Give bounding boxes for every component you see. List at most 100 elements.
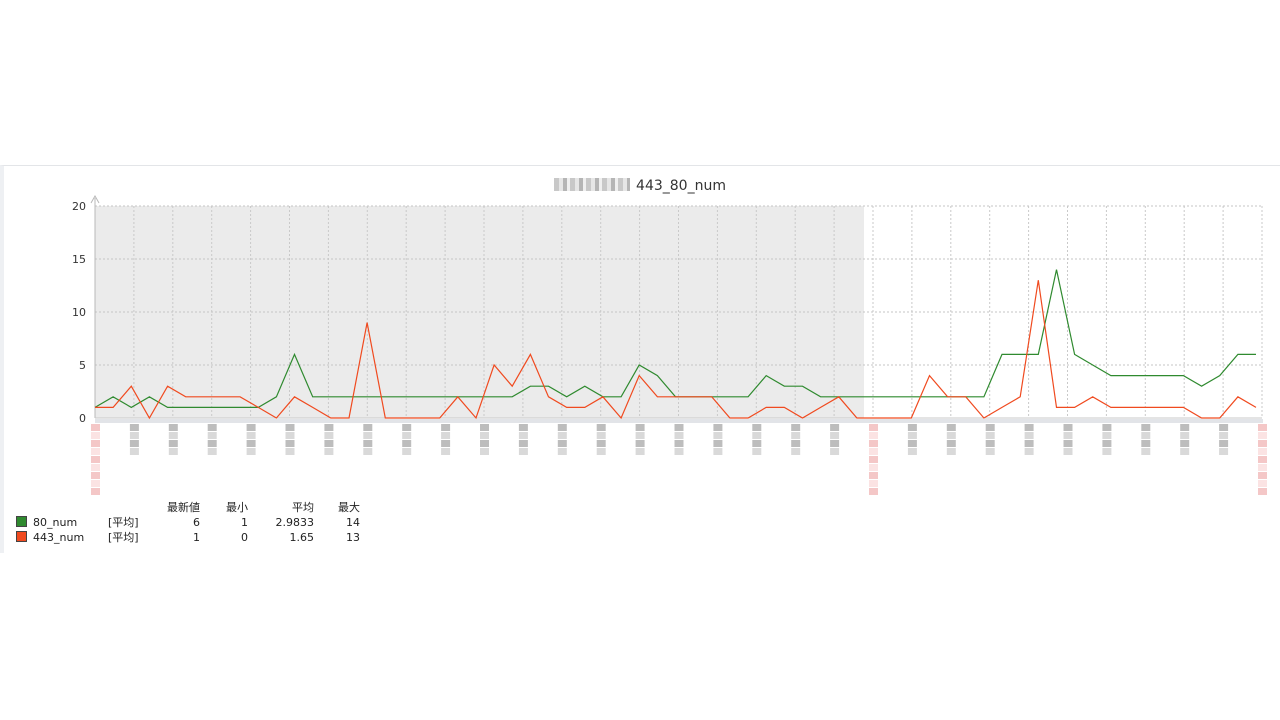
legend-header-max: 最大 xyxy=(338,501,360,514)
chart-title-text: 443_80_num xyxy=(636,178,726,194)
redacted-x-label-block xyxy=(207,440,217,447)
redacted-x-label-block xyxy=(830,448,840,455)
redacted-x-label-block xyxy=(129,440,139,447)
redacted-x-label-block xyxy=(1141,440,1151,447)
redacted-x-label-block xyxy=(1258,448,1267,455)
redacted-x-label-block xyxy=(1258,432,1267,439)
redacted-x-label-block xyxy=(324,440,334,447)
y-tick-label: 15 xyxy=(72,253,86,266)
redacted-x-label-block xyxy=(363,432,373,439)
redacted-x-label-block xyxy=(480,440,489,447)
redacted-x-label-block xyxy=(91,448,100,455)
redacted-x-label-block xyxy=(869,480,878,487)
redacted-x-label-block xyxy=(985,424,995,431)
redacted-x-label-block xyxy=(752,440,762,447)
redacted-x-label-block xyxy=(946,440,956,447)
redacted-x-label-block xyxy=(91,488,100,495)
redacted-x-label-block xyxy=(246,448,256,455)
redacted-x-label-block xyxy=(91,424,100,431)
redacted-x-label-block xyxy=(91,472,100,479)
redacted-x-label-block xyxy=(1258,488,1267,495)
y-tick-label: 0 xyxy=(79,412,86,425)
legend-max: 13 xyxy=(346,531,360,544)
redacted-x-label-block xyxy=(869,432,878,439)
redacted-x-label-block xyxy=(168,440,178,447)
redacted-x-label-block xyxy=(1063,432,1073,439)
redacted-x-label-block xyxy=(907,424,917,431)
redacted-x-label-block xyxy=(1102,432,1112,439)
redacted-x-label-block xyxy=(1141,432,1151,439)
redacted-x-label-block xyxy=(324,432,334,439)
redacted-x-label-block xyxy=(830,440,840,447)
redacted-x-label-block xyxy=(985,448,995,455)
redacted-x-label-block xyxy=(635,432,645,439)
redacted-x-label-block xyxy=(1102,424,1112,431)
redacted-x-label-block xyxy=(869,472,878,479)
x-tick-labels-redacted xyxy=(91,424,1267,495)
redacted-x-label-block xyxy=(246,440,256,447)
legend-series-name: 443_num xyxy=(33,531,85,544)
redacted-x-label-block xyxy=(596,448,606,455)
legend-row-80: 80_num [平均] 6 1 2.9833 14 xyxy=(16,515,360,530)
redacted-x-label-block xyxy=(168,432,178,439)
redacted-x-label-block xyxy=(907,448,917,455)
redacted-x-label-block xyxy=(1258,472,1267,479)
redacted-x-label-block xyxy=(1024,448,1034,455)
redacted-x-label-block xyxy=(985,432,995,439)
legend-last: 1 xyxy=(193,531,200,544)
redacted-x-label-block xyxy=(168,424,178,431)
legend-func: [平均] xyxy=(108,531,139,544)
legend-header-last: 最新値 xyxy=(167,501,200,514)
redacted-x-label-block xyxy=(1180,440,1190,447)
redacted-x-label-block xyxy=(557,440,567,447)
redacted-x-label-block xyxy=(402,432,412,439)
legend-header: 最新値 最小 平均 最大 xyxy=(16,500,360,515)
redacted-x-label-block xyxy=(1219,424,1229,431)
redacted-x-label-block xyxy=(324,424,334,431)
y-tick-labels: 0 5 10 15 20 xyxy=(72,200,86,425)
redacted-x-label-block xyxy=(207,424,217,431)
legend-swatch xyxy=(16,516,27,527)
redacted-x-label-block xyxy=(1258,456,1267,463)
legend-min: 0 xyxy=(241,531,248,544)
redacted-x-label-block xyxy=(752,424,762,431)
redacted-x-label-block xyxy=(1180,432,1190,439)
redacted-x-label-block xyxy=(480,432,489,439)
redacted-x-label-block xyxy=(207,432,217,439)
redacted-x-label-block xyxy=(1024,440,1034,447)
grid xyxy=(95,205,1263,418)
redacted-x-label-block xyxy=(1258,480,1267,487)
redacted-x-label-block xyxy=(713,432,723,439)
redacted-x-label-block xyxy=(557,424,567,431)
redacted-x-label-block xyxy=(1024,432,1034,439)
legend-row-443: 443_num [平均] 1 0 1.65 13 xyxy=(16,530,360,545)
legend: 最新値 最小 平均 最大 80_num [平均] 6 1 2.9833 14 4… xyxy=(16,500,360,545)
legend-swatch xyxy=(16,531,27,542)
redacted-x-label-block xyxy=(869,448,878,455)
legend-header-avg: 平均 xyxy=(292,501,314,514)
redacted-x-label-block xyxy=(441,424,451,431)
redacted-x-label-block xyxy=(907,432,917,439)
redacted-x-label-block xyxy=(674,432,684,439)
redacted-x-label-block xyxy=(752,432,762,439)
legend-last: 6 xyxy=(193,516,200,529)
series-line-443_num xyxy=(95,280,1257,420)
redacted-x-label-block xyxy=(246,432,256,439)
redacted-x-label-block xyxy=(1219,448,1229,455)
redacted-x-label-block xyxy=(285,424,295,431)
redacted-x-label-block xyxy=(518,424,528,431)
legend-avg: 1.65 xyxy=(289,531,315,544)
redacted-x-label-block xyxy=(713,424,723,431)
redacted-x-label-block xyxy=(635,440,645,447)
redacted-x-label-block xyxy=(480,424,489,431)
redacted-x-label-block xyxy=(1141,448,1151,455)
redacted-x-label-block xyxy=(402,440,412,447)
redacted-x-label-block xyxy=(363,448,373,455)
redacted-x-label-block xyxy=(946,448,956,455)
redacted-x-label-block xyxy=(1141,424,1151,431)
redacted-x-label-block xyxy=(674,448,684,455)
redacted-x-label-block xyxy=(791,432,801,439)
redacted-x-label-block xyxy=(907,440,917,447)
redacted-x-label-block xyxy=(1180,448,1190,455)
redacted-x-label-block xyxy=(869,440,878,447)
